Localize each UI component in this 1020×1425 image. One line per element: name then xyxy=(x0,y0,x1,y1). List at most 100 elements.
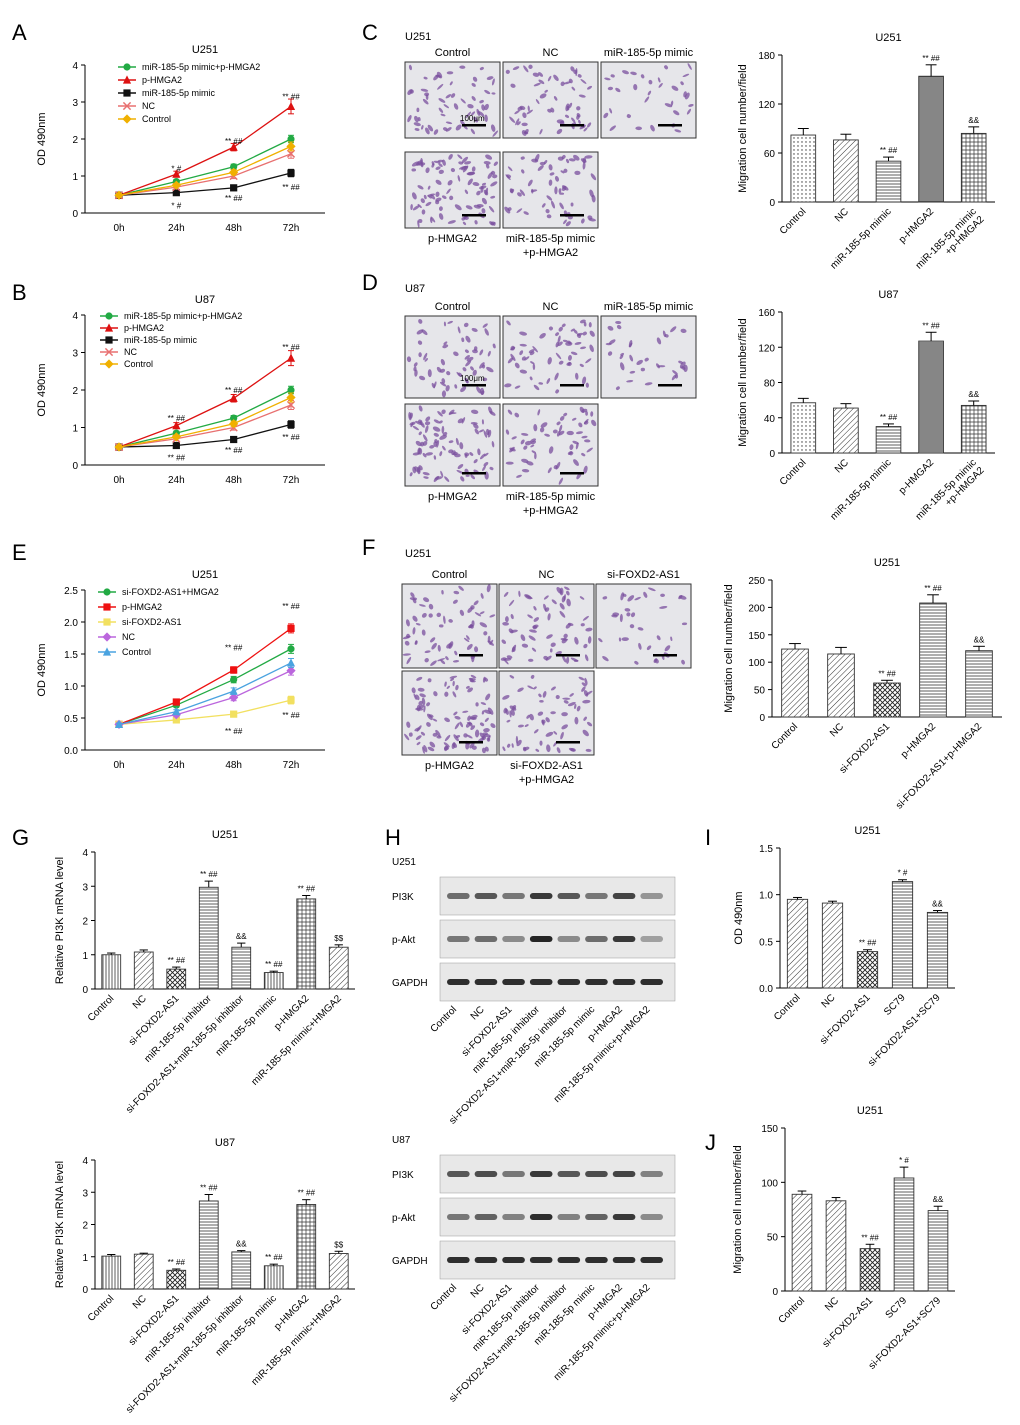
cell xyxy=(643,591,648,598)
cell xyxy=(430,660,437,666)
chart-title: U87 xyxy=(878,289,898,301)
cell xyxy=(423,745,428,753)
significance-annotation: ** ## xyxy=(924,584,942,593)
cell xyxy=(516,739,522,747)
significance-annotation: ** ## xyxy=(225,386,243,395)
cell xyxy=(533,686,537,690)
blot-band xyxy=(612,979,636,985)
cell xyxy=(640,367,646,372)
cell xyxy=(452,599,458,604)
cell xyxy=(584,677,588,686)
cell xyxy=(417,220,420,228)
blot-band xyxy=(447,1257,470,1263)
x-tick-label: miR-185-5p mimic xyxy=(214,1293,279,1358)
cell xyxy=(561,323,566,328)
blot-band xyxy=(585,893,608,899)
cell xyxy=(529,629,537,633)
x-tick-label-line: si-FOXD2-AS1+SC79 xyxy=(866,992,943,1069)
cell xyxy=(505,708,509,715)
cell xyxy=(425,416,431,422)
cell xyxy=(461,417,466,424)
cell xyxy=(470,725,476,730)
cell xyxy=(425,452,433,456)
cell xyxy=(558,430,565,436)
cell xyxy=(573,329,578,334)
cell xyxy=(583,716,587,721)
cell xyxy=(468,677,476,681)
micrograph xyxy=(600,61,697,139)
cell xyxy=(418,319,423,324)
cell xyxy=(530,438,537,443)
cell xyxy=(559,202,564,210)
scale-bar xyxy=(658,384,682,387)
cell xyxy=(528,658,534,662)
cell xyxy=(421,612,427,618)
cell xyxy=(483,461,489,467)
cell xyxy=(420,198,425,204)
cell xyxy=(464,189,468,195)
cell xyxy=(411,687,416,694)
significance-annotation: ** ## xyxy=(282,343,300,352)
cell xyxy=(557,341,563,347)
cell xyxy=(423,76,428,80)
cell xyxy=(619,354,624,360)
cell xyxy=(489,466,494,471)
y-tick-label: 3 xyxy=(82,882,88,893)
cell xyxy=(529,713,534,721)
cell xyxy=(686,108,692,115)
cell xyxy=(519,350,524,356)
blot-band xyxy=(585,979,608,985)
y-axis-label: Migration cell number/field xyxy=(723,584,735,712)
cell xyxy=(517,192,522,197)
cell xyxy=(440,470,444,478)
blot-band xyxy=(529,979,553,985)
cell xyxy=(466,171,475,176)
cell xyxy=(487,735,491,741)
cell xyxy=(551,599,557,605)
cell xyxy=(533,605,537,611)
bar xyxy=(859,1248,881,1292)
micrograph-label: miR-185-5p mimic xyxy=(604,301,694,313)
significance-annotation: ** ## xyxy=(168,414,186,423)
cell xyxy=(482,323,488,328)
cell xyxy=(473,600,479,606)
cell xyxy=(519,369,528,374)
data-point xyxy=(114,190,124,200)
cell xyxy=(539,427,545,433)
cell xyxy=(559,610,566,618)
cell xyxy=(533,82,541,87)
blot-row-label: PI3K xyxy=(392,1170,414,1181)
bar xyxy=(198,1200,219,1290)
cell xyxy=(656,337,662,345)
cell xyxy=(407,115,412,123)
cell xyxy=(441,445,446,451)
blot-band xyxy=(640,1214,663,1220)
cell xyxy=(457,326,461,334)
cell xyxy=(585,358,592,364)
cell xyxy=(438,162,443,168)
cell xyxy=(472,349,478,354)
significance-annotation: ** ## xyxy=(880,146,898,155)
cell xyxy=(635,126,643,131)
blot-band xyxy=(502,936,525,942)
cell xyxy=(412,452,420,456)
cell xyxy=(550,711,556,715)
cell xyxy=(511,646,516,652)
cell xyxy=(476,190,481,196)
bar xyxy=(790,134,817,203)
cell xyxy=(469,742,475,749)
cell xyxy=(545,717,550,723)
y-tick-label: 3 xyxy=(82,1188,88,1199)
cell xyxy=(524,724,529,727)
cell xyxy=(566,361,571,366)
bar xyxy=(166,968,187,990)
cell xyxy=(545,208,550,214)
cell xyxy=(450,678,455,682)
cell xyxy=(532,345,538,353)
bar xyxy=(891,881,914,989)
legend-label: p-HMGA2 xyxy=(122,602,162,612)
cell xyxy=(565,623,571,629)
cell xyxy=(480,387,485,395)
cell xyxy=(546,214,552,219)
cell xyxy=(422,434,428,442)
